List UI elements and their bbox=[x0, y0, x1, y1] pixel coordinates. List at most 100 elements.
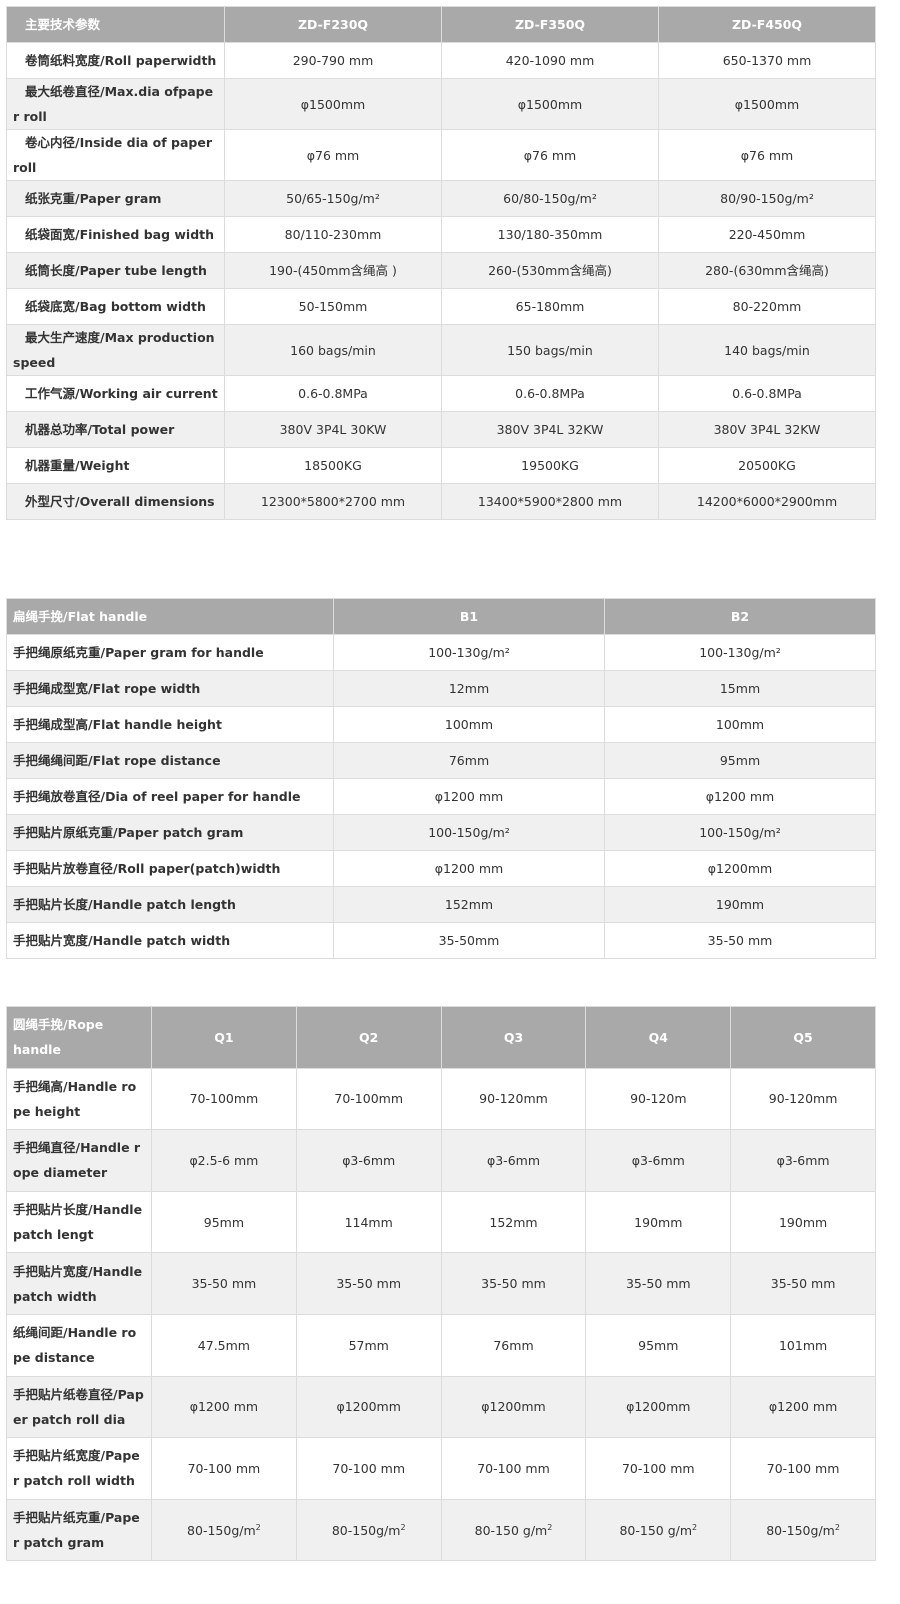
value-cell: 80-150g/m2 bbox=[730, 1498, 876, 1562]
parameter-label: 纸绳间距/Handle rope distance bbox=[6, 1313, 152, 1377]
value-cell: 650-1370 mm bbox=[658, 42, 876, 79]
value-cell: 100-150g/m² bbox=[333, 814, 605, 851]
value-cell: φ1500mm bbox=[441, 78, 659, 130]
value-cell: 19500KG bbox=[441, 447, 659, 484]
value-cell: 380V 3P4L 30KW bbox=[224, 411, 442, 448]
value-text: 80-150g/m bbox=[331, 1522, 401, 1538]
value-text: 80-150g/m bbox=[766, 1522, 835, 1538]
parameter-label: 手把绳高/Handle rope height bbox=[6, 1067, 152, 1131]
value-cell: 18500KG bbox=[224, 447, 442, 484]
value-cell: 76mm bbox=[440, 1313, 587, 1377]
value-cell: φ1200 mm bbox=[604, 778, 876, 815]
parameter-label: 手把贴片原纸克重/Paper patch gram bbox=[6, 814, 334, 851]
value-cell: 12mm bbox=[333, 670, 605, 707]
value-cell: 90-120mm bbox=[730, 1067, 876, 1131]
value-cell: φ1200 mm bbox=[333, 850, 605, 887]
parameter-label: 手把绳原纸克重/Paper gram for handle bbox=[6, 634, 334, 671]
value-cell: φ76 mm bbox=[658, 129, 876, 181]
superscript: 2 bbox=[547, 1522, 553, 1532]
value-cell: 14200*6000*2900mm bbox=[658, 483, 876, 520]
table-row: 手把贴片纸宽度/Paper patch roll width 70-100 mm 7… bbox=[6, 1437, 876, 1500]
section-title: 主要技术参数 bbox=[6, 6, 225, 43]
column-header: Q3 bbox=[440, 1006, 587, 1069]
value-cell: 90-120mm bbox=[440, 1067, 587, 1131]
value-cell: 35-50 mm bbox=[151, 1252, 297, 1315]
table-row: 外型尺寸/Overall dimensions 12300*5800*2700 m… bbox=[6, 483, 876, 520]
value-cell: 95mm bbox=[604, 742, 876, 779]
parameter-label: 手把贴片长度/Handle patch lengt bbox=[6, 1190, 152, 1254]
value-cell: 70-100 mm bbox=[295, 1437, 442, 1500]
column-header: ZD-F350Q bbox=[441, 6, 659, 43]
parameter-label: 工作气源/Working air current bbox=[6, 375, 225, 412]
value-cell: 60/80-150g/m² bbox=[441, 180, 659, 217]
value-text: 80-150g/m bbox=[187, 1522, 256, 1538]
value-cell: φ3-6mm bbox=[440, 1129, 587, 1192]
value-cell: 57mm bbox=[295, 1313, 442, 1377]
superscript: 2 bbox=[692, 1522, 698, 1532]
table-row: 机器总功率/Total power 380V 3P4L 30KW 380V 3P4L… bbox=[6, 411, 876, 448]
value-cell: 152mm bbox=[440, 1190, 587, 1254]
value-cell: 380V 3P4L 32KW bbox=[441, 411, 659, 448]
column-header: Q2 bbox=[295, 1006, 442, 1069]
value-cell: 15mm bbox=[604, 670, 876, 707]
value-cell: 35-50 mm bbox=[730, 1252, 876, 1315]
value-cell: 95mm bbox=[151, 1190, 297, 1254]
value-cell: 35-50mm bbox=[333, 922, 605, 959]
value-cell: 152mm bbox=[333, 886, 605, 923]
parameter-label: 手把绳直径/Handle rope diameter bbox=[6, 1129, 152, 1192]
parameter-label: 手把贴片长度/Handle patch length bbox=[6, 886, 334, 923]
superscript: 2 bbox=[834, 1522, 840, 1532]
value-cell: 65-180mm bbox=[441, 288, 659, 325]
value-cell: φ3-6mm bbox=[295, 1129, 442, 1192]
parameter-label: 卷筒纸料宽度/Roll paperwidth bbox=[6, 42, 225, 79]
table-row: 手把贴片长度/Handle patch length 152mm 190mm bbox=[6, 886, 876, 923]
parameter-label: 手把贴片纸克重/Paper patch gram bbox=[6, 1498, 152, 1562]
parameter-label: 最大生产速度/Max production speed bbox=[6, 324, 225, 376]
section-title: 扁绳手挽/Flat handle bbox=[6, 598, 334, 635]
value-cell: 80-150 g/m2 bbox=[440, 1498, 587, 1562]
table-row: 卷筒纸料宽度/Roll paperwidth 290-790 mm 420-1090… bbox=[6, 42, 876, 79]
table-row: 手把绳原纸克重/Paper gram for handle 100-130g/m²… bbox=[6, 634, 876, 671]
value-cell: 101mm bbox=[730, 1313, 876, 1377]
parameter-label: 手把绳成型宽/Flat rope width bbox=[6, 670, 334, 707]
value-cell: 20500KG bbox=[658, 447, 876, 484]
value-cell: 280-(630mm含绳高) bbox=[658, 252, 876, 289]
column-header: ZD-F450Q bbox=[658, 6, 876, 43]
value-cell: 70-100 mm bbox=[585, 1437, 732, 1500]
value-cell: 220-450mm bbox=[658, 216, 876, 253]
column-header: B1 bbox=[333, 598, 605, 635]
table-row: 机器重量/Weight 18500KG 19500KG 20500KG bbox=[6, 447, 876, 484]
table-row: 手把绳成型高/Flat handle height 100mm 100mm bbox=[6, 706, 876, 743]
value-cell: 380V 3P4L 32KW bbox=[658, 411, 876, 448]
value-cell: φ3-6mm bbox=[585, 1129, 732, 1192]
value-cell: 70-100 mm bbox=[151, 1437, 297, 1500]
value-cell: 70-100 mm bbox=[440, 1437, 587, 1500]
parameter-label: 纸筒长度/Paper tube length bbox=[6, 252, 225, 289]
value-cell: 80-220mm bbox=[658, 288, 876, 325]
value-cell: φ1200 mm bbox=[151, 1375, 297, 1439]
table-row: 纸袋底宽/Bag bottom width 50-150mm 65-180mm 80-… bbox=[6, 288, 876, 325]
value-text: 80-150 g/m bbox=[619, 1522, 693, 1538]
table-row: 纸张克重/Paper gram 50/65-150g/m² 60/80-150g/m… bbox=[6, 180, 876, 217]
value-cell: 114mm bbox=[295, 1190, 442, 1254]
value-cell: φ1200 mm bbox=[333, 778, 605, 815]
value-cell: φ3-6mm bbox=[730, 1129, 876, 1192]
value-cell: 100-130g/m² bbox=[333, 634, 605, 671]
value-cell: 0.6-0.8MPa bbox=[441, 375, 659, 412]
rope-handle-table: 圆绳手挽/Rope handle Q1 Q2 Q3 Q4 Q5 手把绳高/Handle ro… bbox=[6, 1006, 876, 1562]
value-cell: φ2.5-6 mm bbox=[151, 1129, 297, 1192]
value-cell: 70-100 mm bbox=[730, 1437, 876, 1500]
column-header: Q4 bbox=[585, 1006, 732, 1069]
parameter-label: 卷心内径/Inside dia of paper roll bbox=[6, 129, 225, 181]
value-cell: 70-100mm bbox=[151, 1067, 297, 1131]
table-row: 手把贴片纸克重/Paper patch gram 80-150g/m2 80-150… bbox=[6, 1498, 876, 1562]
header-row: 圆绳手挽/Rope handle Q1 Q2 Q3 Q4 Q5 bbox=[6, 1006, 876, 1069]
column-header: Q5 bbox=[730, 1006, 876, 1069]
value-cell: 80-150g/m2 bbox=[151, 1498, 297, 1562]
column-header: Q1 bbox=[151, 1006, 297, 1069]
value-cell: 80-150 g/m2 bbox=[585, 1498, 732, 1562]
table-row: 工作气源/Working air current 0.6-0.8MPa 0.6-0.… bbox=[6, 375, 876, 412]
parameter-label: 手把贴片纸卷直径/Paper patch roll dia bbox=[6, 1375, 152, 1439]
value-cell: 0.6-0.8MPa bbox=[658, 375, 876, 412]
table-row: 纸袋面宽/Finished bag width 80/110-230mm 130/1… bbox=[6, 216, 876, 253]
